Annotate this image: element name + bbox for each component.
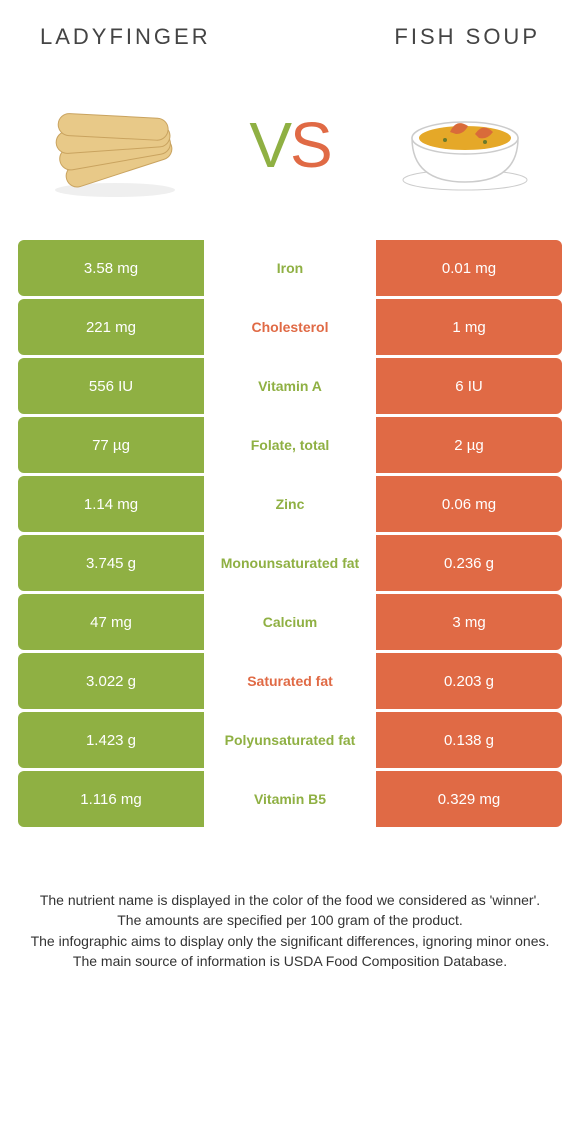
table-row: 3.58 mgIron0.01 mg <box>18 240 562 296</box>
nutrient-label: Iron <box>204 240 376 296</box>
left-value-cell: 3.58 mg <box>18 240 204 296</box>
right-value-cell: 0.138 g <box>376 712 562 768</box>
right-value-cell: 0.236 g <box>376 535 562 591</box>
right-value-cell: 6 IU <box>376 358 562 414</box>
left-value-cell: 47 mg <box>18 594 204 650</box>
nutrient-label: Polyunsaturated fat <box>204 712 376 768</box>
right-value-cell: 3 mg <box>376 594 562 650</box>
right-food-title: Fish soup <box>394 24 540 50</box>
table-row: 221 mgCholesterol1 mg <box>18 299 562 355</box>
comparison-table: 3.58 mgIron0.01 mg221 mgCholesterol1 mg5… <box>0 240 580 827</box>
left-value-cell: 1.14 mg <box>18 476 204 532</box>
left-value-cell: 77 µg <box>18 417 204 473</box>
header: Ladyfinger Fish soup <box>0 0 580 60</box>
nutrient-label: Monounsaturated fat <box>204 535 376 591</box>
left-food-title: Ladyfinger <box>40 24 211 50</box>
left-value-cell: 3.022 g <box>18 653 204 709</box>
vs-label: VS <box>249 108 330 182</box>
nutrient-label: Vitamin B5 <box>204 771 376 827</box>
table-row: 1.116 mgVitamin B50.329 mg <box>18 771 562 827</box>
footer-line: The nutrient name is displayed in the co… <box>30 890 550 910</box>
table-row: 47 mgCalcium3 mg <box>18 594 562 650</box>
right-value-cell: 0.06 mg <box>376 476 562 532</box>
ladyfinger-icon <box>40 90 190 200</box>
table-row: 3.745 gMonounsaturated fat0.236 g <box>18 535 562 591</box>
table-row: 1.423 gPolyunsaturated fat0.138 g <box>18 712 562 768</box>
nutrient-label: Zinc <box>204 476 376 532</box>
nutrient-label: Saturated fat <box>204 653 376 709</box>
right-value-cell: 1 mg <box>376 299 562 355</box>
ladyfinger-image <box>40 90 190 200</box>
nutrient-label: Vitamin A <box>204 358 376 414</box>
soup-bowl-icon <box>390 90 540 200</box>
right-value-cell: 0.203 g <box>376 653 562 709</box>
table-row: 77 µgFolate, total2 µg <box>18 417 562 473</box>
footer-line: The main source of information is USDA F… <box>30 951 550 971</box>
left-value-cell: 1.423 g <box>18 712 204 768</box>
vs-s: S <box>290 109 331 181</box>
table-row: 3.022 gSaturated fat0.203 g <box>18 653 562 709</box>
left-value-cell: 556 IU <box>18 358 204 414</box>
footer-notes: The nutrient name is displayed in the co… <box>0 830 580 971</box>
nutrient-label: Folate, total <box>204 417 376 473</box>
fish-soup-image <box>390 90 540 200</box>
table-row: 1.14 mgZinc0.06 mg <box>18 476 562 532</box>
footer-line: The amounts are specified per 100 gram o… <box>30 910 550 930</box>
right-value-cell: 0.01 mg <box>376 240 562 296</box>
hero-row: VS <box>0 60 580 240</box>
left-value-cell: 221 mg <box>18 299 204 355</box>
vs-v: V <box>249 109 290 181</box>
nutrient-label: Cholesterol <box>204 299 376 355</box>
table-row: 556 IUVitamin A6 IU <box>18 358 562 414</box>
right-value-cell: 2 µg <box>376 417 562 473</box>
footer-line: The infographic aims to display only the… <box>30 931 550 951</box>
left-value-cell: 1.116 mg <box>18 771 204 827</box>
left-value-cell: 3.745 g <box>18 535 204 591</box>
nutrient-label: Calcium <box>204 594 376 650</box>
right-value-cell: 0.329 mg <box>376 771 562 827</box>
